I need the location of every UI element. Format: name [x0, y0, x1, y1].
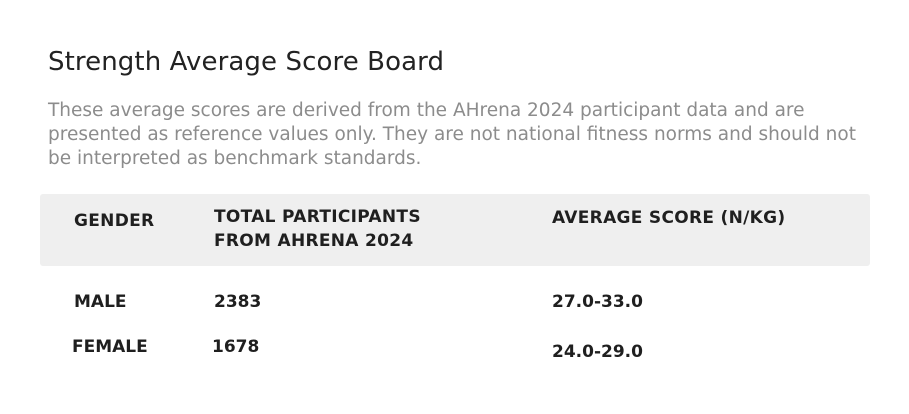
cell-average-score: 24.0-29.0	[552, 342, 643, 362]
disclaimer-text: These average scores are derived from th…	[48, 100, 856, 169]
cell-gender: FEMALE	[72, 337, 148, 357]
header-total-participants: TOTAL PARTICIPANTS FROM AHRENA 2024	[214, 207, 421, 251]
header-average-score: AVERAGE SCORE (N/KG)	[552, 208, 786, 228]
page-title: Strength Average Score Board	[48, 47, 445, 77]
header-gender: GENDER	[74, 211, 155, 231]
table-header: GENDER TOTAL PARTICIPANTS FROM AHRENA 20…	[40, 194, 870, 266]
cell-average-score: 27.0-33.0	[552, 292, 643, 312]
cell-participants: 1678	[212, 337, 260, 357]
cell-participants: 2383	[214, 292, 262, 312]
cell-gender: MALE	[74, 292, 127, 312]
